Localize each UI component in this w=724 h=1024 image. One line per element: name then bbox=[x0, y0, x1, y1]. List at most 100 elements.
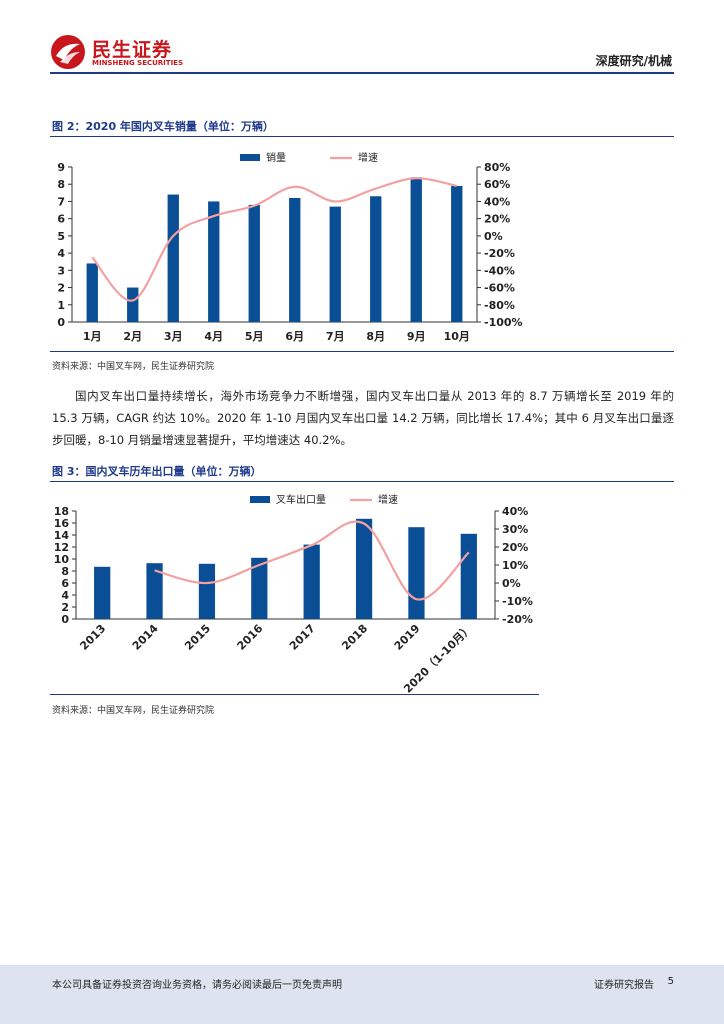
legend-bar-label: 销量 bbox=[266, 151, 286, 164]
x-tick-label: 2月 bbox=[123, 330, 142, 343]
left-tick-label: 2 bbox=[57, 282, 65, 295]
bar-3 bbox=[167, 194, 179, 322]
figure3-bottom-line bbox=[50, 694, 539, 695]
x-tick-label: 2014 bbox=[130, 622, 161, 653]
legend-bar-swatch bbox=[240, 154, 260, 161]
right-tick-label: -80% bbox=[484, 299, 515, 312]
bar-7 bbox=[408, 527, 425, 619]
left-tick-label: 8 bbox=[57, 178, 65, 191]
legend-bar-swatch bbox=[250, 496, 270, 503]
right-tick-label: -20% bbox=[502, 613, 533, 626]
x-tick-label: 1月 bbox=[83, 330, 102, 343]
x-tick-label: 2017 bbox=[287, 622, 318, 653]
right-tick-label: 20% bbox=[502, 541, 528, 554]
right-tick-label: -10% bbox=[502, 595, 533, 608]
logo-text-cn: 民生证券 bbox=[92, 39, 173, 61]
bar-6 bbox=[289, 198, 301, 322]
legend-bar-label: 叉车出口量 bbox=[276, 493, 326, 506]
right-tick-label: -20% bbox=[484, 247, 515, 260]
right-tick-label: 20% bbox=[484, 213, 510, 226]
x-tick-label: 8月 bbox=[366, 330, 385, 343]
left-tick-label: 1 bbox=[57, 299, 65, 312]
right-tick-label: -40% bbox=[484, 264, 515, 277]
x-tick-label: 6月 bbox=[285, 330, 304, 343]
left-tick-label: 7 bbox=[57, 195, 65, 208]
left-tick-label: 6 bbox=[61, 577, 69, 590]
body-paragraph: 国内叉车出口量持续增长，海外市场竞争力不断增强，国内叉车出口量从 2013 年的… bbox=[52, 389, 674, 447]
right-tick-label: 0% bbox=[502, 577, 521, 590]
left-tick-label: 0 bbox=[61, 613, 69, 626]
right-tick-label: 80% bbox=[484, 161, 510, 174]
bar-9 bbox=[410, 177, 422, 322]
left-tick-label: 12 bbox=[54, 541, 69, 554]
left-tick-label: 18 bbox=[54, 505, 69, 518]
figure2-title: 图 2：2020 年国内叉车销量（单位：万辆） bbox=[52, 120, 274, 133]
left-tick-label: 2 bbox=[61, 601, 69, 614]
legend-line-label: 增速 bbox=[358, 151, 378, 164]
right-tick-label: 40% bbox=[484, 195, 510, 208]
logo: 民生证券 MINSHENG SECURITIES bbox=[50, 34, 195, 70]
figure2-bottom-line bbox=[50, 351, 674, 352]
right-tick-label: 10% bbox=[502, 559, 528, 572]
bar-4 bbox=[251, 557, 268, 619]
x-tick-label: 2015 bbox=[182, 622, 213, 653]
page-number: 5 bbox=[667, 976, 674, 987]
x-tick-label: 3月 bbox=[164, 330, 183, 343]
x-tick-label: 9月 bbox=[407, 330, 426, 343]
logo-text-en: MINSHENG SECURITIES bbox=[92, 59, 183, 67]
x-tick-label: 5月 bbox=[245, 330, 264, 343]
right-tick-label: 40% bbox=[502, 505, 528, 518]
bar-7 bbox=[329, 206, 341, 322]
left-tick-label: 5 bbox=[57, 230, 65, 243]
bar-8 bbox=[370, 196, 382, 322]
left-tick-label: 6 bbox=[57, 213, 65, 226]
left-tick-label: 4 bbox=[57, 247, 65, 260]
left-tick-label: 0 bbox=[57, 316, 65, 329]
x-tick-label: 10月 bbox=[444, 330, 470, 343]
figure2-source: 资料来源：中国叉车网，民生证券研究院 bbox=[52, 362, 215, 372]
bar-10 bbox=[451, 185, 463, 322]
left-tick-label: 4 bbox=[61, 589, 69, 602]
growth-line bbox=[91, 177, 457, 302]
bar-2 bbox=[127, 287, 139, 322]
right-tick-label: 0% bbox=[484, 230, 503, 243]
bar-2 bbox=[146, 563, 163, 619]
x-tick-label: 2013 bbox=[77, 622, 108, 653]
bar-3 bbox=[198, 563, 216, 619]
figure2-top-line bbox=[50, 136, 674, 137]
logo-mark-icon bbox=[51, 35, 85, 69]
figure3-source: 资料来源：中国叉车网，民生证券研究院 bbox=[52, 706, 215, 716]
figure3-title: 图 3：国内叉车历年出口量（单位：万辆） bbox=[52, 465, 262, 478]
left-tick-label: 14 bbox=[54, 529, 70, 542]
x-tick-label: 4月 bbox=[204, 330, 223, 343]
x-tick-label: 2016 bbox=[235, 622, 266, 653]
report-section: 深度研究/机械 bbox=[595, 54, 672, 68]
bar-5 bbox=[303, 544, 320, 619]
x-tick-label: 7月 bbox=[326, 330, 345, 343]
bar-1 bbox=[94, 566, 111, 619]
right-tick-label: -100% bbox=[484, 316, 523, 329]
x-tick-label: 2018 bbox=[339, 622, 370, 653]
bar-1 bbox=[86, 263, 98, 322]
figure3-top-line bbox=[50, 481, 674, 482]
left-tick-label: 9 bbox=[57, 161, 65, 174]
right-tick-label: 30% bbox=[502, 523, 528, 536]
left-tick-label: 16 bbox=[54, 517, 70, 530]
left-tick-label: 10 bbox=[54, 553, 70, 566]
bar-8 bbox=[460, 533, 477, 619]
left-tick-label: 8 bbox=[61, 565, 69, 578]
bar-4 bbox=[208, 201, 220, 322]
footer-report-type: 证券研究报告 bbox=[594, 980, 654, 991]
right-tick-label: -60% bbox=[484, 282, 515, 295]
bar-6 bbox=[355, 518, 373, 619]
header-divider bbox=[50, 72, 674, 74]
legend-line-label: 增速 bbox=[378, 493, 398, 506]
left-tick-label: 3 bbox=[57, 264, 65, 277]
footer-bar bbox=[0, 965, 724, 1024]
x-tick-label: 2019 bbox=[392, 622, 423, 653]
bar-5 bbox=[248, 204, 260, 322]
footer-disclaimer: 本公司具备证券投资咨询业务资格，请务必阅读最后一页免责声明 bbox=[52, 980, 342, 991]
figure2-chart: 0 1 2 3 4 5 6 7 8 9 -100% -80% -60% -40% -20% 0% 20% 40% 6… bbox=[57, 151, 523, 343]
right-tick-label: 60% bbox=[484, 178, 510, 191]
